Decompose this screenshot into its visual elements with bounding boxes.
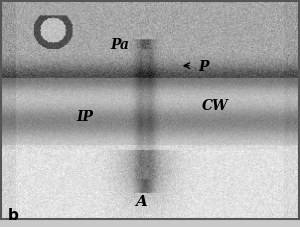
Text: b: b bbox=[7, 208, 18, 223]
Text: IP: IP bbox=[76, 110, 93, 124]
Text: Pa: Pa bbox=[111, 38, 130, 52]
Text: P: P bbox=[198, 60, 209, 74]
Text: A: A bbox=[135, 195, 147, 209]
Text: CW: CW bbox=[202, 99, 229, 113]
